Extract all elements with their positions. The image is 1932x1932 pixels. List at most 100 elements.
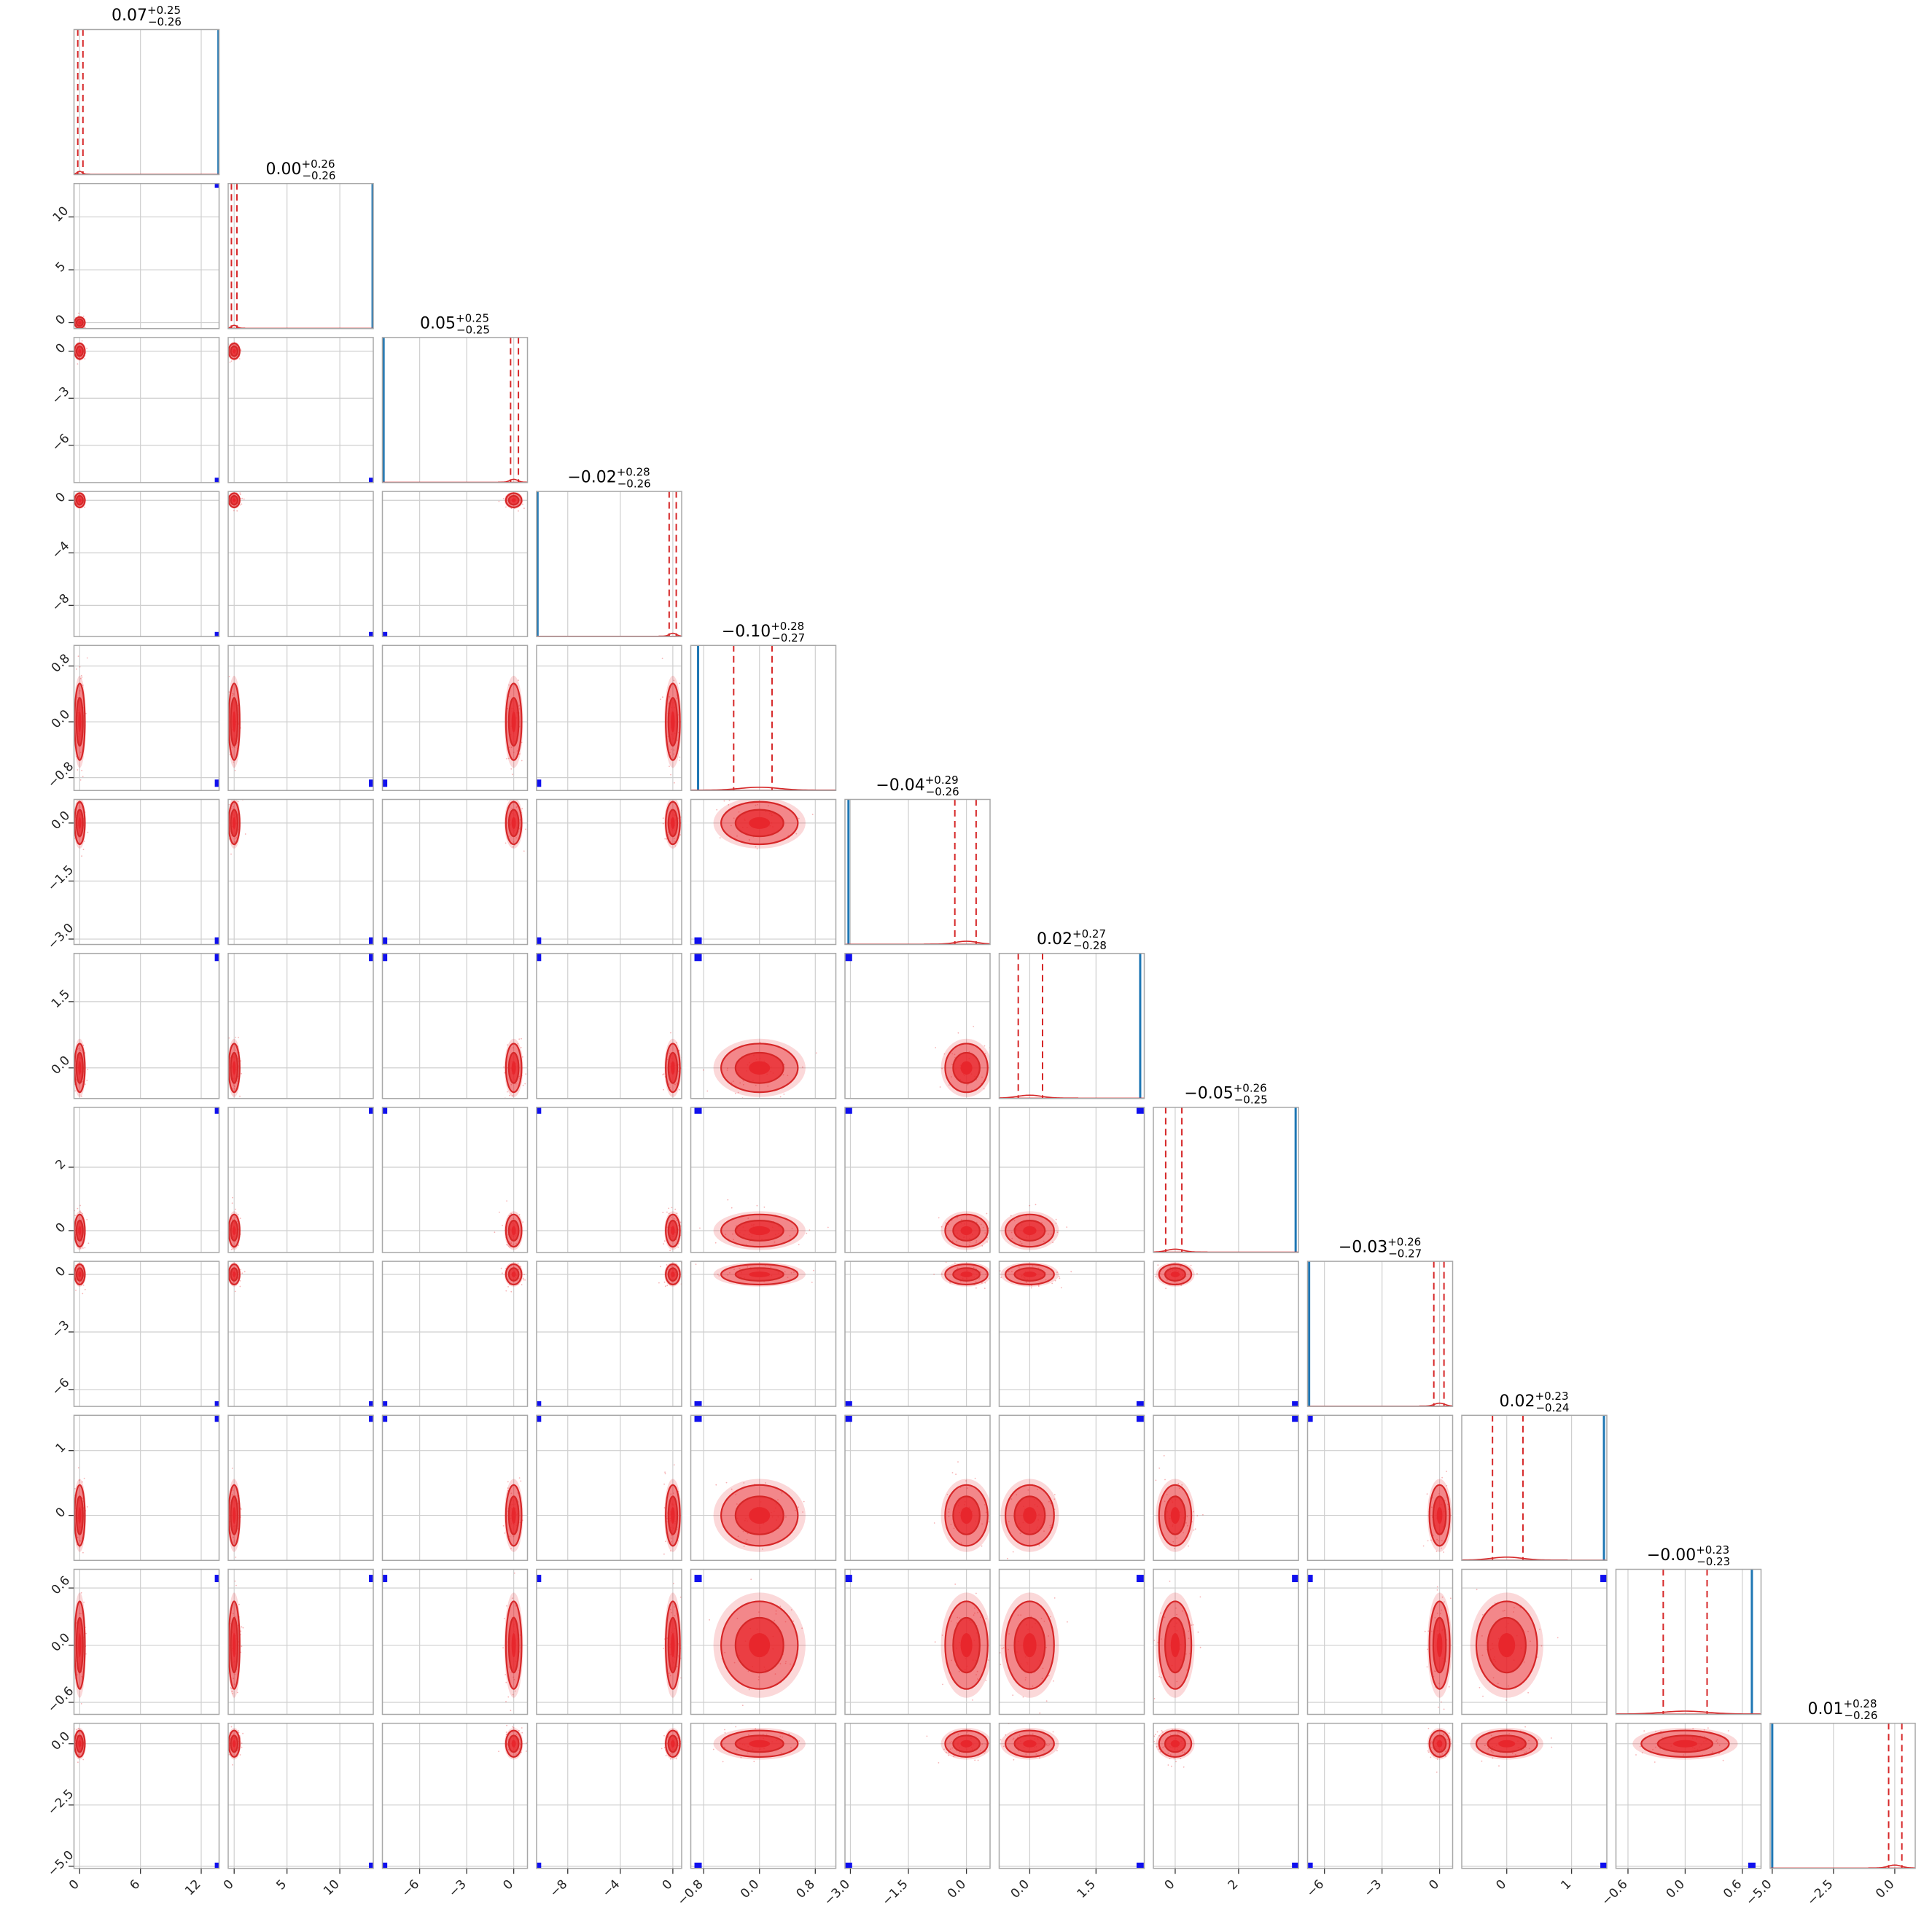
sample-point [753, 1761, 755, 1763]
sample-point [235, 837, 237, 839]
title-plus: +0.23 [1535, 1390, 1569, 1403]
sample-point [1175, 1761, 1177, 1763]
sample-point [981, 1076, 983, 1078]
sample-point [670, 1216, 672, 1218]
sample-point [941, 1067, 943, 1070]
sample-point [234, 1290, 236, 1293]
y-tick-label: −0.6 [45, 1684, 77, 1715]
sample-point [731, 825, 732, 827]
sample-point [518, 708, 521, 710]
sample-point [1186, 1669, 1188, 1671]
sample-point [1655, 1742, 1657, 1745]
sample-point [725, 1481, 728, 1484]
panel-frame [381, 798, 529, 946]
sample-point [1030, 1616, 1032, 1618]
panel-frame [536, 644, 682, 792]
sample-point [985, 1680, 987, 1681]
sample-point [968, 1051, 970, 1053]
sample-point [1446, 1738, 1448, 1740]
sample-point [755, 846, 757, 848]
sample-point [242, 1732, 244, 1734]
sample-point [1013, 1758, 1015, 1761]
hist-panel-10 [1616, 1569, 1761, 1715]
contour-core [749, 1271, 771, 1277]
sample-point [977, 1678, 978, 1680]
truth-marker [369, 1414, 374, 1422]
sample-point [1447, 1503, 1449, 1506]
scatter-panel-11-4 [690, 1723, 836, 1869]
sample-point [949, 1742, 951, 1743]
y-tick-label: −6 [50, 431, 73, 454]
contour-core [78, 1507, 82, 1524]
sample-point [1059, 1277, 1061, 1279]
sample-point [1020, 1614, 1022, 1616]
sample-point [727, 1199, 729, 1201]
sample-point [976, 1670, 978, 1672]
sample-point [980, 1749, 981, 1751]
sample-point [1443, 1708, 1445, 1710]
sample-point [504, 1072, 505, 1074]
y-tick-label: −6 [50, 1375, 73, 1398]
sample-point [755, 1084, 757, 1086]
y-tick-label: 0.8 [49, 651, 73, 675]
sample-point [827, 1226, 829, 1228]
truth-marker [536, 954, 542, 962]
sample-point [954, 1053, 956, 1056]
sample-point [79, 752, 82, 753]
truth-marker [369, 779, 374, 787]
contour-core [749, 1740, 771, 1748]
sample-point [79, 690, 81, 692]
sample-point [1446, 1471, 1447, 1473]
sample-point [677, 1737, 679, 1740]
sample-point [1048, 1744, 1051, 1746]
panel-frame [381, 1107, 529, 1253]
truth-marker [694, 937, 702, 945]
truth-marker [214, 779, 219, 787]
sample-point [729, 1272, 731, 1274]
sample-point [1041, 1678, 1043, 1680]
truth-marker [1292, 1414, 1299, 1422]
contour-core [1170, 1507, 1180, 1524]
sample-point [1197, 1631, 1199, 1633]
sample-point [229, 794, 230, 795]
sample-point [951, 1240, 954, 1242]
sample-point [1199, 1646, 1201, 1648]
scatter-panel-11-3 [536, 1723, 682, 1869]
scatter-panel-11-0 [74, 1723, 219, 1869]
contour-core [1023, 1740, 1037, 1748]
sample-point [663, 1483, 665, 1485]
sample-point [78, 357, 80, 359]
truth-marker [1292, 1862, 1299, 1869]
truth-marker [1136, 1414, 1144, 1422]
sample-point [1498, 1765, 1500, 1767]
sample-point [980, 1616, 981, 1619]
sample-point [79, 779, 82, 781]
contour-core [511, 1271, 516, 1277]
sample-point [233, 1247, 234, 1249]
sample-point [239, 1754, 241, 1756]
sample-point [813, 1269, 814, 1271]
sample-point [728, 804, 730, 806]
scatter-panel-6-5 [844, 953, 991, 1099]
sample-point [1058, 1276, 1060, 1277]
sample-point [1441, 1476, 1443, 1479]
sample-point [506, 1724, 507, 1726]
marginal-title: 0.00+0.26 −0.26 [266, 157, 336, 182]
panel-frame [536, 1107, 682, 1253]
sample-point [1503, 1610, 1506, 1612]
panel-frame [73, 491, 220, 637]
sample-point [1524, 1752, 1525, 1754]
sample-point [736, 1503, 738, 1505]
sample-point [975, 1592, 977, 1594]
sample-point [233, 1536, 234, 1538]
sample-point [1018, 1734, 1021, 1736]
sample-point [241, 1746, 243, 1748]
y-tick-label: 1.5 [49, 987, 73, 1011]
sample-point [507, 1044, 508, 1046]
sample-point [70, 1084, 71, 1086]
sample-point [231, 1494, 233, 1495]
sample-point [1171, 1765, 1172, 1767]
sample-point [519, 819, 521, 821]
sample-point [754, 783, 755, 784]
truth-marker [536, 1575, 542, 1583]
